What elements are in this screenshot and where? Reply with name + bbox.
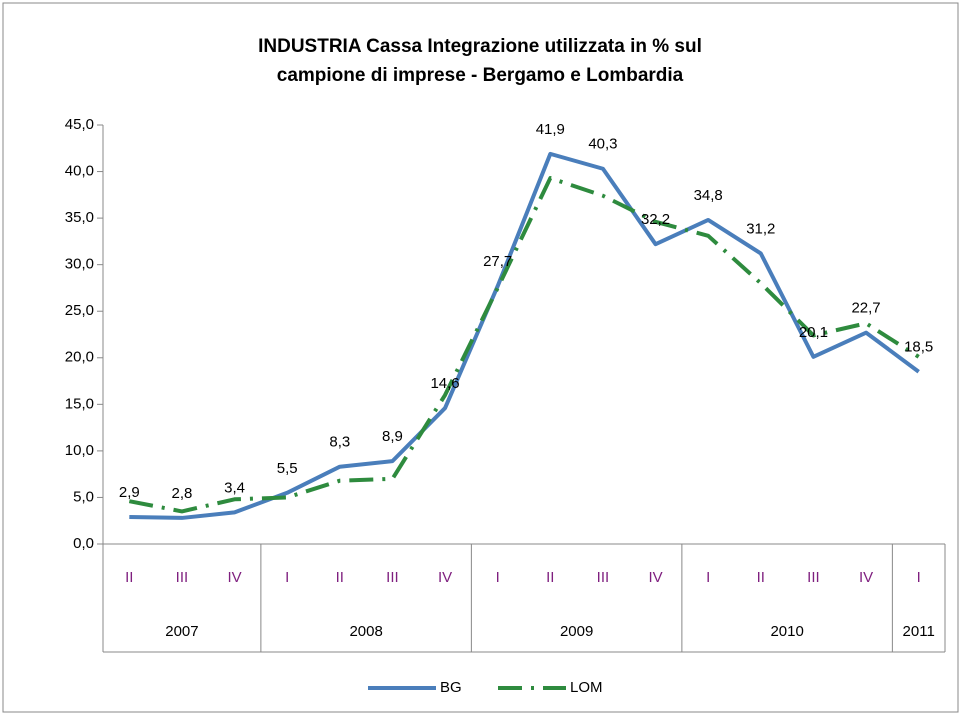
legend-label: BG: [440, 679, 462, 696]
y-tick-label: 40,0: [65, 163, 94, 180]
x-tick-label: I: [496, 569, 500, 586]
y-tick-label: 45,0: [65, 116, 94, 133]
legend-label: LOM: [570, 679, 603, 696]
data-label: 2,9: [119, 484, 140, 501]
data-label: 27,7: [483, 253, 512, 270]
series-line: [129, 151, 920, 520]
data-label: 14,6: [430, 375, 459, 392]
x-tick-label: I: [285, 569, 289, 586]
y-tick-label: 20,0: [65, 349, 94, 366]
chart-title: INDUSTRIA Cassa Integrazione utilizzata …: [258, 36, 702, 57]
x-tick-label: II: [336, 569, 344, 586]
year-label: 2010: [770, 623, 803, 640]
series-line: [128, 176, 920, 514]
data-label: 34,8: [694, 187, 723, 204]
y-tick-label: 15,0: [65, 395, 94, 412]
year-label: 2009: [560, 623, 593, 640]
y-tick-label: 30,0: [65, 256, 94, 273]
data-label: 2,8: [172, 485, 193, 502]
data-label: 8,9: [382, 428, 403, 445]
x-tick-label: III: [807, 569, 820, 586]
data-label: 8,3: [329, 434, 350, 451]
year-label: 2008: [349, 623, 382, 640]
x-tick-label: III: [597, 569, 610, 586]
x-tick-label: I: [917, 569, 921, 586]
data-label: 31,2: [746, 220, 775, 237]
data-label: 32,2: [641, 211, 670, 228]
x-tick-label: I: [706, 569, 710, 586]
y-tick-label: 35,0: [65, 209, 94, 226]
chart-title: campione di imprese - Bergamo e Lombardi…: [277, 65, 684, 86]
x-tick-label: IV: [859, 569, 873, 586]
x-tick-label: III: [176, 569, 189, 586]
year-label: 2011: [903, 623, 935, 640]
year-label: 2007: [165, 623, 198, 640]
data-label: 22,7: [851, 300, 880, 317]
y-tick-label: 25,0: [65, 302, 94, 319]
y-tick-label: 0,0: [73, 535, 94, 552]
data-label: 20,1: [799, 324, 828, 341]
data-label: 41,9: [536, 121, 565, 138]
x-tick-label: II: [546, 569, 554, 586]
x-tick-label: II: [125, 569, 133, 586]
data-label: 18,5: [904, 339, 933, 356]
x-tick-label: II: [757, 569, 765, 586]
x-tick-label: IV: [438, 569, 452, 586]
x-tick-label: IV: [227, 569, 241, 586]
data-label: 3,4: [224, 479, 245, 496]
x-tick-label: III: [386, 569, 399, 586]
data-label: 40,3: [588, 136, 617, 153]
y-tick-label: 5,0: [73, 488, 94, 505]
x-tick-label: IV: [648, 569, 662, 586]
data-label: 5,5: [277, 460, 298, 477]
y-tick-label: 10,0: [65, 442, 94, 459]
